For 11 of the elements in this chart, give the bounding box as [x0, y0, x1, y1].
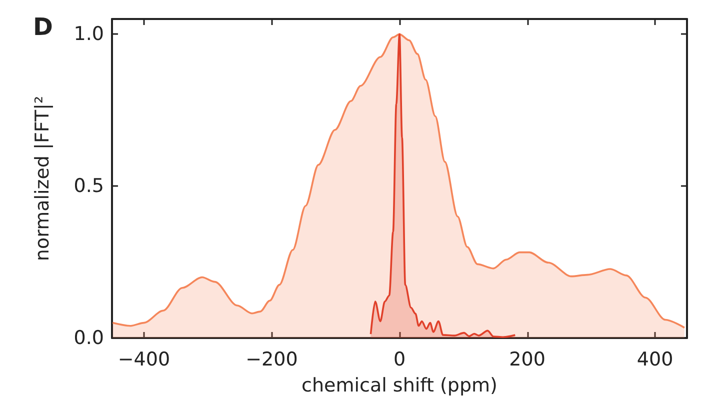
y-tick-label: 1.0: [74, 23, 104, 46]
x-tick-label: −400: [118, 348, 170, 370]
x-tick-label: 200: [509, 348, 546, 370]
y-axis-title: normalized |FFT|²: [32, 96, 54, 262]
x-tick-label: −200: [246, 348, 298, 370]
x-tick-label: 400: [636, 348, 674, 370]
y-tick-label: 0.5: [74, 175, 104, 198]
chart-title: D: [33, 13, 53, 41]
x-tick-label: 0: [393, 348, 406, 370]
x-axis-title: chemical shift (ppm): [302, 374, 498, 396]
y-tick-label: 0.0: [74, 327, 104, 349]
